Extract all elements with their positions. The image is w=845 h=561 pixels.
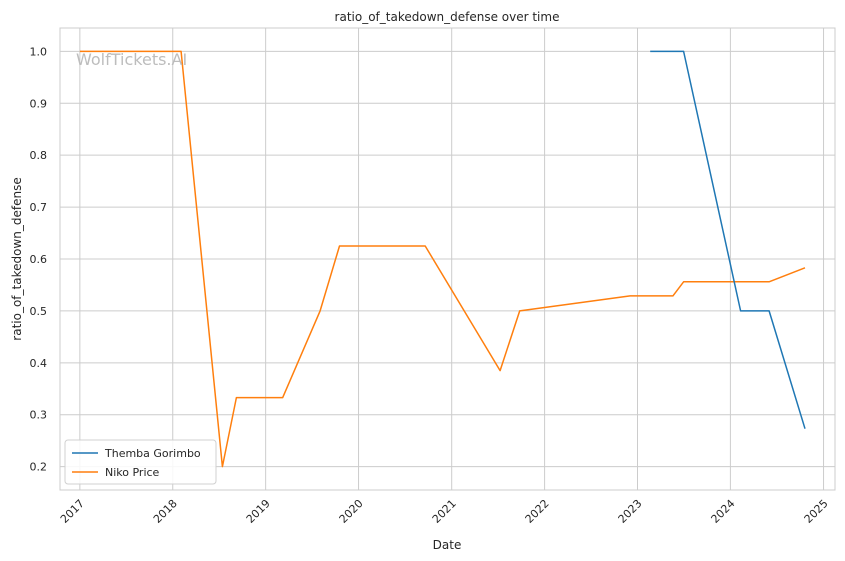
y-tick-label: 1.0 <box>30 45 48 58</box>
legend: Themba Gorimbo Niko Price <box>64 439 217 485</box>
y-tick-label: 0.2 <box>30 461 48 474</box>
y-tick-label: 0.9 <box>30 97 48 110</box>
y-axis-label: ratio_of_takedown_defense <box>10 177 24 340</box>
series-line-niko-price <box>79 50 806 468</box>
series-line-themba-gorimbo <box>650 50 806 429</box>
series-lines <box>79 50 806 468</box>
y-tick-label: 0.8 <box>30 149 48 162</box>
x-axis-label: Date <box>433 538 462 552</box>
legend-label-themba-gorimbo: Themba Gorimbo <box>104 447 201 460</box>
y-tick-label: 0.5 <box>30 305 48 318</box>
legend-box <box>64 439 217 485</box>
y-tick-label: 0.6 <box>30 253 48 266</box>
y-tick-label: 0.7 <box>30 201 48 214</box>
watermark: WolfTickets.AI <box>76 50 187 69</box>
chart-title: ratio_of_takedown_defense over time <box>335 10 560 24</box>
y-tick-label: 0.3 <box>30 409 48 422</box>
legend-label-niko-price: Niko Price <box>105 466 160 479</box>
grid-lines <box>60 28 835 490</box>
plot-area-frame <box>59 27 836 491</box>
y-tick-label: 0.4 <box>30 357 48 370</box>
